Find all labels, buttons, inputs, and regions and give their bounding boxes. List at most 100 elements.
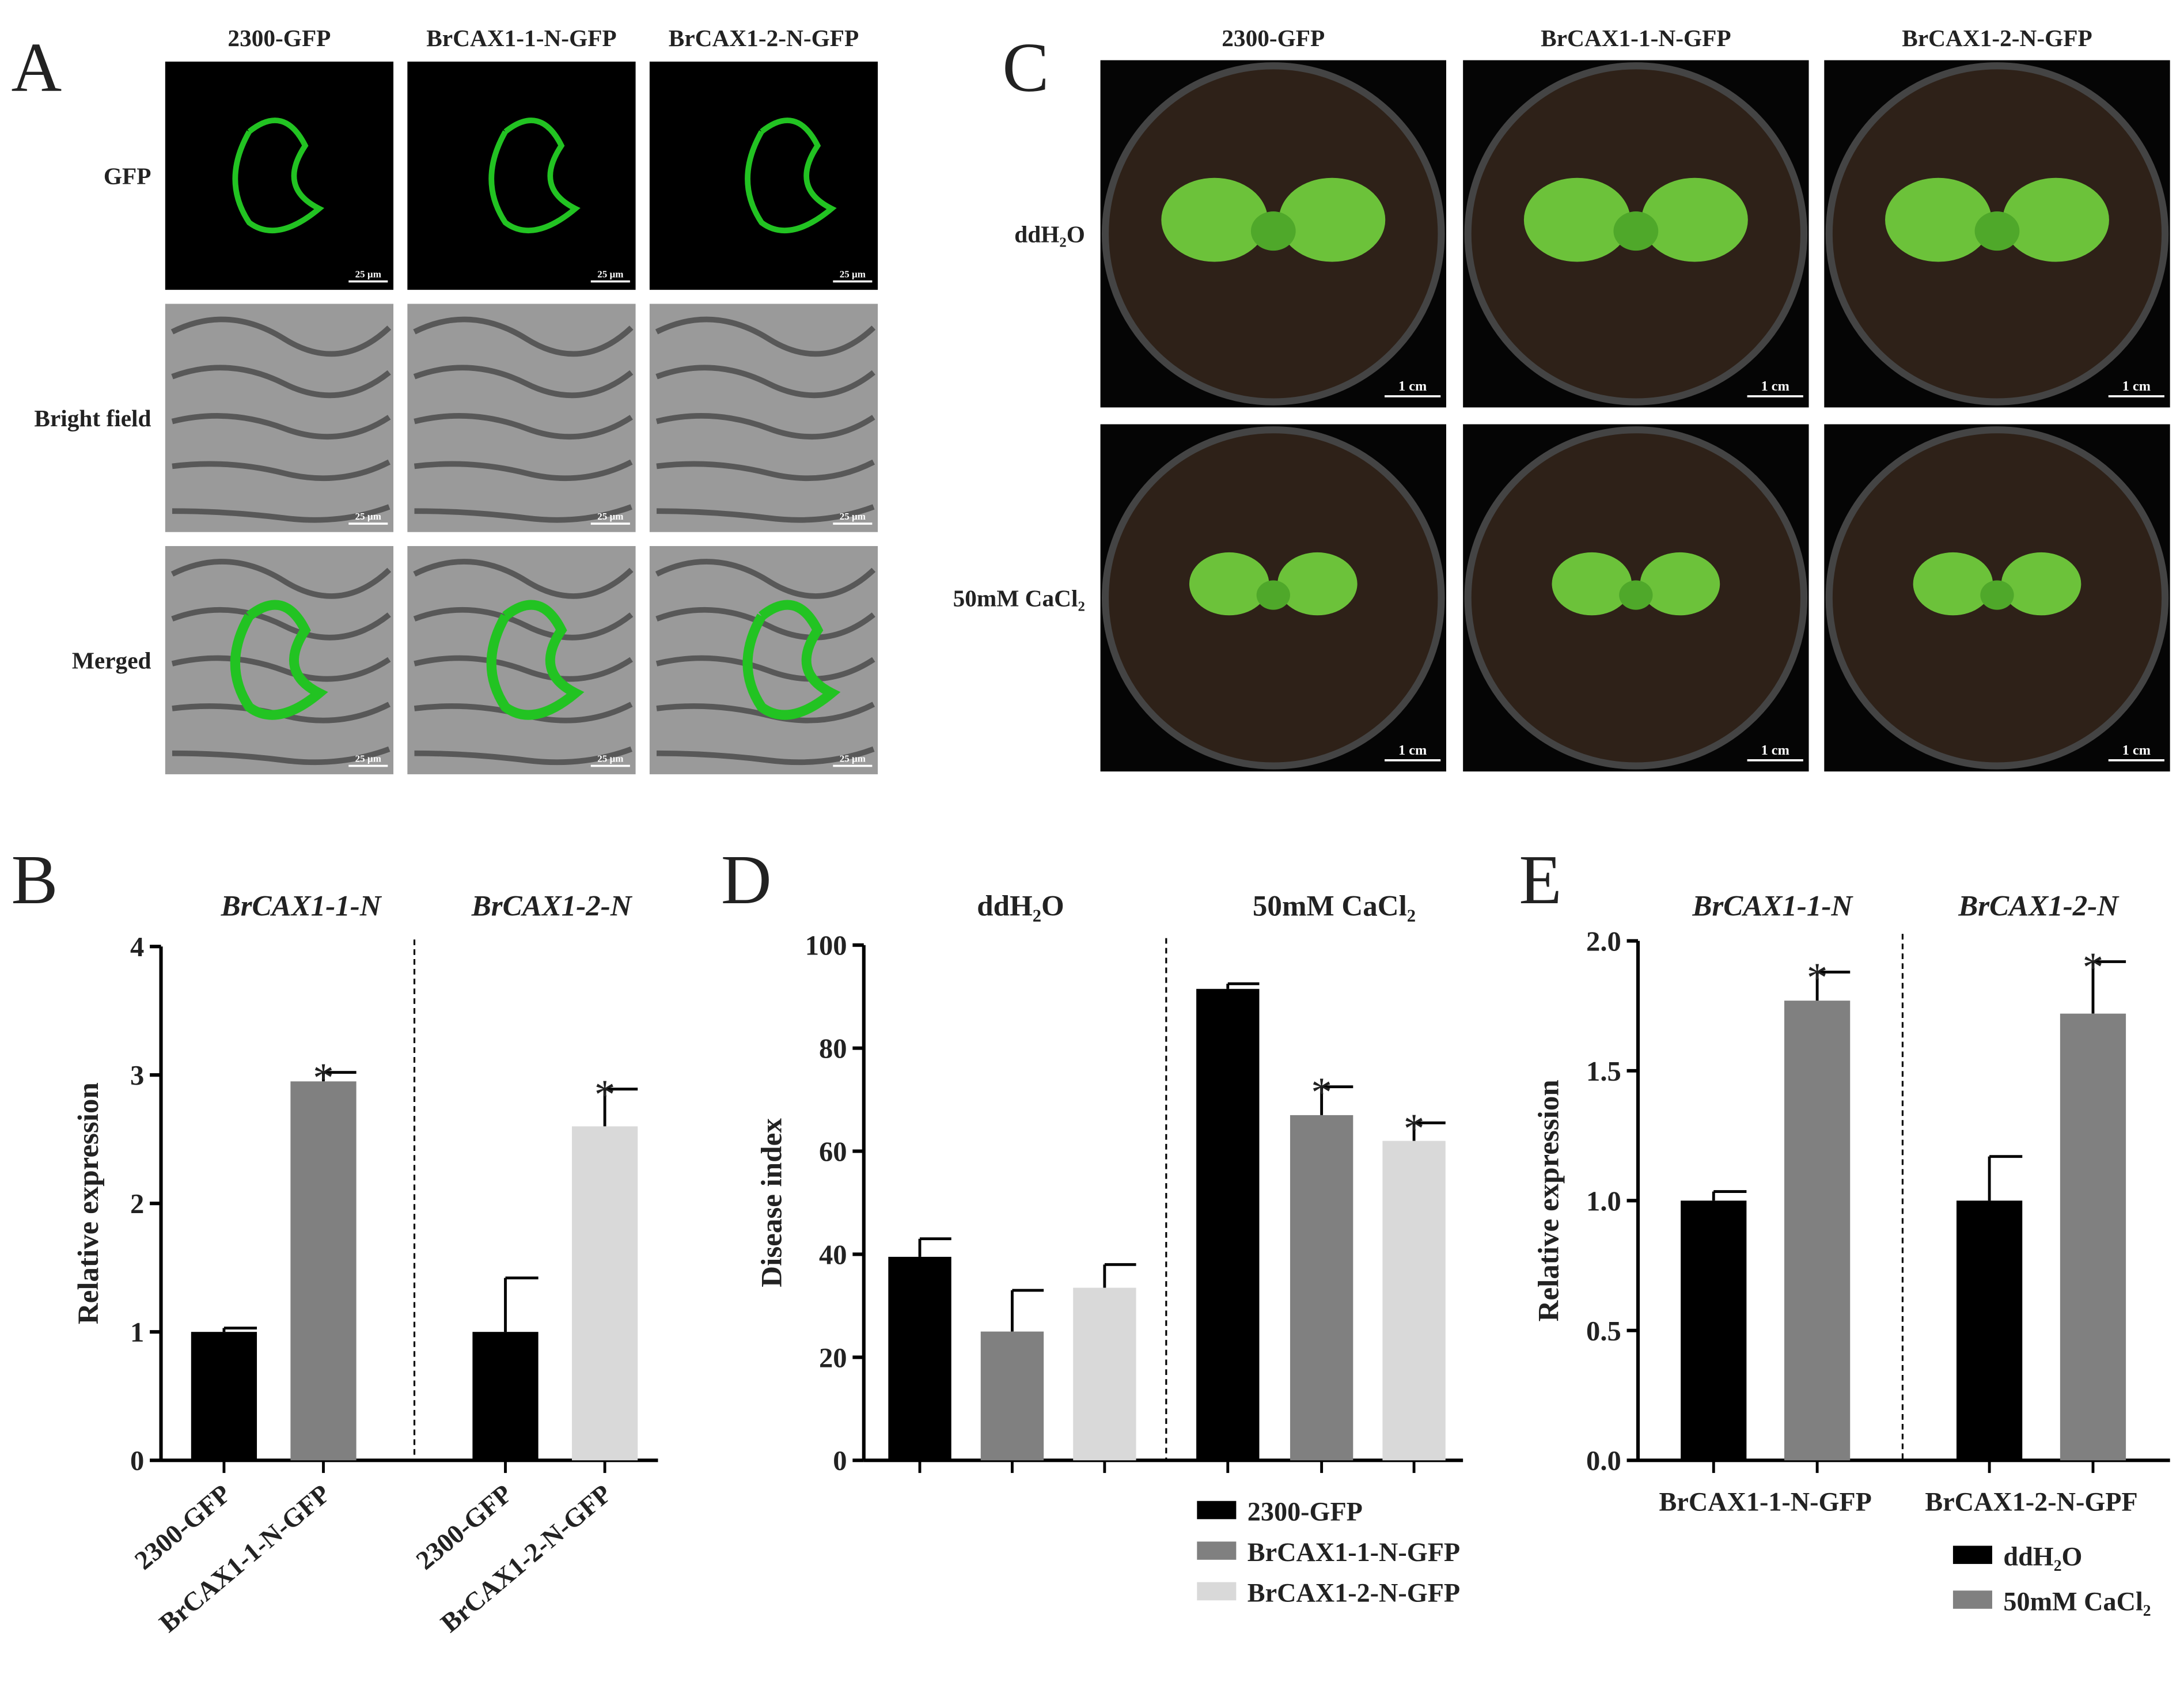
y-tick-label: 0.0: [1586, 1445, 1621, 1476]
gfp-signal: [742, 600, 841, 720]
scale-bar-label: 1 cm: [1398, 742, 1427, 758]
bar: [1290, 1115, 1353, 1461]
cell-wall: [655, 365, 875, 399]
scale-bar-label: 25 µm: [355, 753, 381, 764]
cell-wall: [170, 316, 392, 357]
group-title: BrCAX1-1-N: [221, 891, 382, 923]
bar: [980, 1331, 1044, 1461]
gfp-signal: [232, 118, 325, 234]
legend-swatch: [1197, 1541, 1237, 1560]
micrograph: [649, 61, 878, 290]
leaf: [1523, 177, 1631, 262]
cell-wall: [414, 746, 632, 766]
y-tick-label: 40: [819, 1239, 847, 1270]
leaf: [2003, 177, 2109, 262]
column-title: BrCAX1-2-N-GFP: [669, 25, 859, 51]
scale-bar-label: 25 µm: [840, 753, 866, 764]
gfp-signal: [745, 118, 837, 234]
cell-wall: [172, 504, 390, 523]
scale-bar-label: 25 µm: [840, 511, 866, 522]
cell-wall: [414, 459, 633, 482]
scale-bar-label: 25 µm: [597, 511, 623, 522]
significance: *: [1311, 1069, 1332, 1116]
scale-bar-label: 25 µm: [355, 511, 381, 522]
row-label: GFP: [104, 163, 151, 190]
cell-wall: [413, 559, 634, 599]
cell-wall: [171, 655, 391, 682]
cell-wall: [171, 607, 391, 641]
cell-wall: [655, 607, 875, 641]
bar: [1681, 1200, 1747, 1461]
column-title: BrCAX1-2-N-GFP: [1902, 25, 2092, 51]
y-tick-label: 80: [819, 1033, 847, 1064]
y-axis-label: Relative expression: [1533, 1079, 1565, 1321]
bar: [472, 1332, 539, 1461]
micrograph: [407, 61, 636, 290]
cell-wall: [657, 746, 875, 766]
x-tick-label: BrCAX1-1-N-GFP: [1659, 1487, 1872, 1517]
bar: [1956, 1200, 2023, 1461]
row-label: Merged: [72, 647, 151, 674]
y-tick-label: 2.0: [1586, 926, 1621, 957]
leaf: [2001, 552, 2081, 616]
y-tick-label: 3: [130, 1060, 144, 1091]
bar: [1073, 1287, 1136, 1461]
row-label: ddH₂O: [1014, 221, 1085, 248]
leaf: [1279, 177, 1386, 262]
cell-wall: [414, 504, 632, 523]
bar: [2060, 1013, 2126, 1461]
leaf: [1640, 552, 1720, 616]
x-tick-label: BrCAX1-2-N-GPF: [1925, 1487, 2137, 1517]
cell-wall: [657, 504, 875, 523]
significance: *: [2083, 944, 2103, 991]
group-title: BrCAX1-2-N: [471, 891, 633, 923]
cell-wall: [172, 459, 390, 482]
gfp-signal: [486, 600, 585, 720]
group-title: ddH₂O: [977, 891, 1064, 923]
bar: [1382, 1141, 1446, 1461]
cell-wall: [170, 559, 392, 599]
scale-bar-label: 25 µm: [355, 268, 381, 279]
row-label: 50mM CaCl₂: [953, 585, 1085, 611]
leaf: [1641, 177, 1748, 262]
significance: *: [313, 1055, 333, 1101]
legend-label: BrCAX1-1-N-GFP: [1248, 1537, 1460, 1567]
cell-wall: [414, 413, 633, 440]
scale-bar-label: 25 µm: [840, 268, 866, 279]
x-tick-label: BrCAX1-2-N-GFP: [435, 1479, 617, 1638]
legend-swatch: [1197, 1501, 1237, 1520]
bar: [290, 1081, 357, 1461]
y-tick-label: 100: [805, 930, 847, 961]
bar: [888, 1256, 951, 1461]
micrograph: [165, 61, 394, 290]
cell-wall: [655, 655, 875, 682]
leaf: [1613, 211, 1659, 251]
cell-wall: [171, 413, 391, 440]
scale-bar-label: 1 cm: [1398, 378, 1427, 394]
legend-label: 2300-GFP: [1248, 1497, 1363, 1526]
leaf: [1552, 552, 1632, 616]
panel-label: E: [1519, 842, 1561, 919]
y-axis-label: Disease index: [756, 1118, 788, 1287]
scale-bar-label: 25 µm: [597, 753, 623, 764]
y-tick-label: 20: [819, 1342, 847, 1373]
leaf: [1619, 580, 1653, 610]
scale-bar-label: 1 cm: [1761, 742, 1789, 758]
cell-wall: [655, 559, 876, 599]
scale-bar-label: 1 cm: [2122, 742, 2151, 758]
scale-bar-label: 1 cm: [1761, 378, 1789, 394]
cell-wall: [655, 316, 876, 357]
cell-wall: [656, 459, 875, 482]
y-tick-label: 1: [130, 1317, 144, 1348]
leaf: [1974, 211, 2020, 251]
bar: [191, 1332, 257, 1461]
cell-wall: [413, 607, 634, 641]
significance: *: [1807, 954, 1827, 1001]
legend-label: BrCAX1-2-N-GFP: [1248, 1578, 1460, 1608]
leaf: [1250, 211, 1296, 251]
y-tick-label: 4: [130, 931, 144, 963]
cell-wall: [171, 365, 391, 399]
leaf: [1256, 580, 1290, 610]
y-tick-label: 0: [130, 1445, 144, 1476]
